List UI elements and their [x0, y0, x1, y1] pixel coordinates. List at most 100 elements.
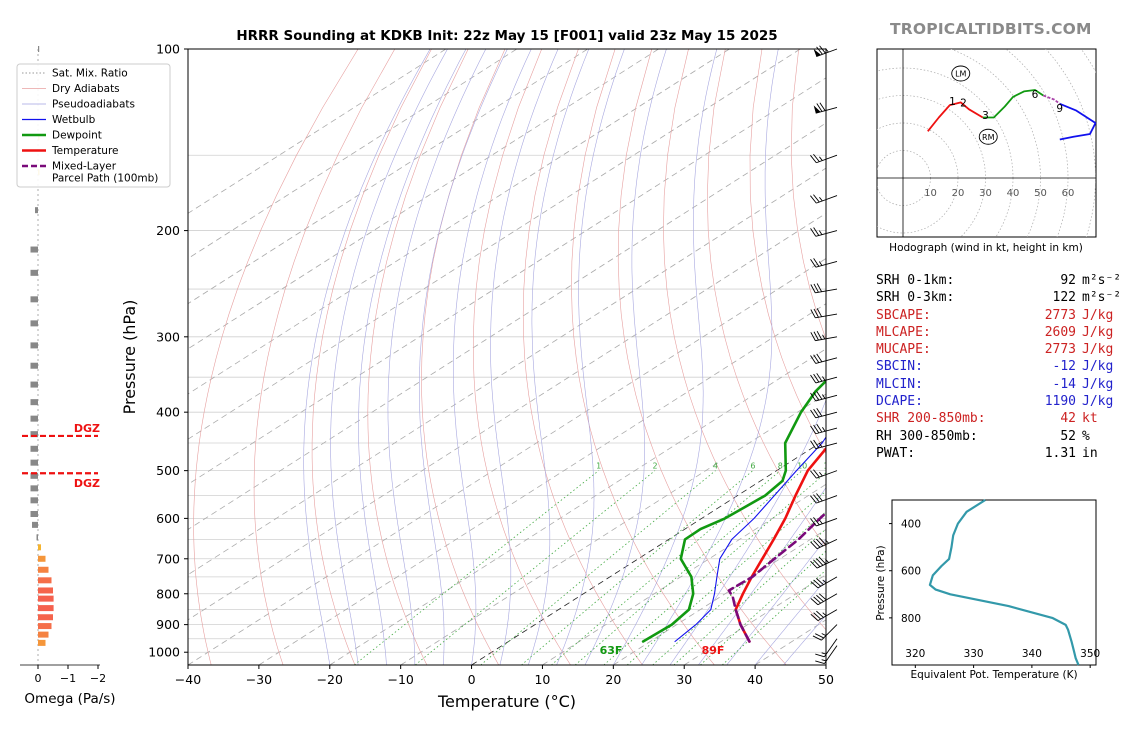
hodograph-caption: Hodograph (wind in kt, height in km) [889, 242, 1083, 254]
mixing-ratio-label: 4 [713, 462, 718, 471]
theta-e-y-axis-label: Pressure (hPa) [875, 545, 887, 620]
storm-motion-label: LM [955, 70, 966, 79]
wind-barb [811, 577, 837, 588]
dgz-label: DGZ [74, 422, 100, 435]
omega-bar [38, 605, 54, 611]
y-tick-label: 500 [156, 463, 180, 478]
stat-value: 2609 [1001, 324, 1076, 341]
moist-adiabat [528, 49, 589, 665]
x-tick-label: −30 [246, 672, 272, 687]
stat-unit: J/kg [1076, 393, 1113, 410]
y-tick-label: 600 [156, 511, 180, 526]
stat-value: 1.31 [1001, 445, 1076, 462]
stat-unit: J/kg [1076, 324, 1113, 341]
theta-e-x-tick-label: 330 [964, 648, 984, 660]
omega-bar [31, 382, 39, 388]
moist-adiabat [557, 49, 625, 665]
omega-bar [31, 446, 39, 452]
x-tick-label: 0 [468, 672, 476, 687]
hodograph-ring-label: 20 [952, 188, 965, 199]
wind-barb [810, 195, 837, 204]
y-tick-label: 700 [156, 551, 180, 566]
theta-e-x-tick-label: 350 [1080, 648, 1100, 660]
legend-label: Dewpoint [52, 130, 102, 142]
dgz-label: DGZ [74, 477, 100, 490]
mixing-ratio-label: 8 [778, 462, 783, 471]
stat-value: -14 [1001, 376, 1076, 393]
dry-adiabat [523, 49, 642, 665]
mixing-ratio-label: 6 [750, 462, 755, 471]
mixing-ratio-label: 16 [845, 462, 855, 471]
y-tick-label: 400 [156, 405, 180, 420]
stat-unit: J/kg [1076, 341, 1113, 358]
stat-label: SHR 200-850mb: [876, 410, 1001, 427]
legend-label: Temperature [51, 145, 119, 157]
omega-bar [38, 640, 46, 646]
mixing-ratio-line [481, 471, 716, 665]
stat-unit: in [1076, 445, 1098, 462]
stat-label: RH 300-850mb: [876, 428, 1001, 445]
surface-temperature-label: 89F [702, 644, 725, 657]
stat-unit: % [1076, 428, 1090, 445]
moist-adiabat [331, 49, 448, 665]
theta-e-y-tick-label: 800 [901, 613, 921, 625]
omega-bar [31, 416, 39, 422]
dry-adiabat [473, 49, 570, 665]
stat-value: 92 [1001, 272, 1076, 289]
stat-label: SBCIN: [876, 358, 1001, 375]
stat-label: SRH 0-3km: [876, 289, 1001, 306]
x-tick-label: 50 [818, 672, 834, 687]
wind-barb [810, 494, 837, 504]
wind-barb [811, 308, 837, 317]
omega-bar [38, 577, 52, 583]
stat-value: 2773 [1001, 341, 1076, 358]
x-tick-label: −10 [387, 672, 413, 687]
stat-unit: m²s⁻² [1076, 289, 1121, 306]
isotherm [46, 49, 1013, 665]
dry-adiabat [1129, 49, 1134, 665]
mixing-ratio-label: 30 [912, 462, 922, 471]
x-tick-label: 30 [676, 672, 692, 687]
mixing-ratio-label: 2 [652, 462, 657, 471]
omega-bar [38, 46, 39, 52]
omega-bar [31, 296, 39, 302]
x-tick-label: 40 [747, 672, 763, 687]
omega-tick-label: −1 [60, 672, 76, 685]
dry-adiabat [618, 49, 786, 665]
omega-bar [38, 587, 53, 593]
mixing-ratio-label: 20 [868, 462, 878, 471]
moist-adiabat [388, 49, 486, 665]
wind-barb [814, 103, 837, 113]
theta-e-x-axis-label: Equivalent Pot. Temperature (K) [910, 669, 1077, 681]
stat-unit: kt [1076, 410, 1098, 427]
stat-label: SBCAPE: [876, 307, 1001, 324]
stat-value: 1190 [1001, 393, 1076, 410]
omega-bar [31, 320, 39, 326]
stat-unit: J/kg [1076, 376, 1113, 393]
omega-bar [37, 534, 39, 540]
theta-e-frame [892, 500, 1096, 665]
hodograph-ring-label: 40 [1007, 188, 1020, 199]
skewt-y-axis-label: Pressure (hPa) [120, 300, 139, 415]
mixing-ratio-line [674, 471, 893, 665]
mixing-ratio-label: 1 [596, 462, 601, 471]
hodograph-ring-label: 10 [924, 188, 937, 199]
x-tick-label: 20 [605, 672, 621, 687]
hodograph-height-label: 1 [949, 96, 956, 108]
omega-bar [38, 544, 41, 550]
wind-barb [811, 610, 837, 621]
y-tick-label: 100 [156, 42, 180, 57]
omega-bar [38, 632, 49, 638]
hodograph-height-label: 9 [1056, 103, 1063, 115]
stat-label: SRH 0-1km: [876, 272, 1001, 289]
